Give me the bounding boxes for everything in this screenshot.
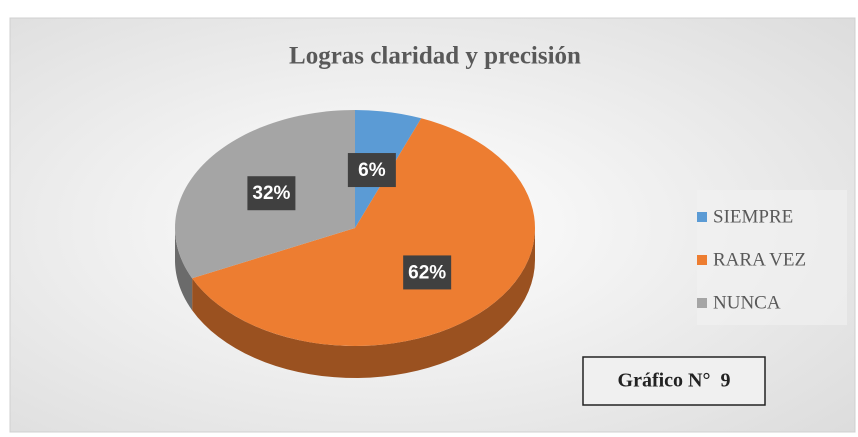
slice-side: [175, 228, 193, 311]
data-label: 32%: [252, 183, 290, 204]
legend-swatch: [697, 255, 707, 265]
annotation-box: [582, 356, 766, 406]
slice-side: [192, 228, 535, 378]
data-label: 6%: [358, 160, 386, 181]
legend-label: RARA VEZ: [713, 249, 806, 270]
legend-label: SIEMPRE: [713, 206, 793, 227]
legend-box: [697, 190, 847, 325]
data-label-box: [347, 153, 396, 188]
data-label-box: [247, 176, 296, 211]
legend-swatch: [697, 298, 707, 308]
annotation: Gráfico N° 9: [618, 370, 731, 392]
data-label: 62%: [408, 262, 446, 283]
data-label-box: [403, 255, 452, 290]
chart-title: Logras claridad y precisión: [289, 43, 581, 70]
legend-label: NUNCA: [713, 292, 781, 313]
legend-swatch: [697, 212, 707, 222]
